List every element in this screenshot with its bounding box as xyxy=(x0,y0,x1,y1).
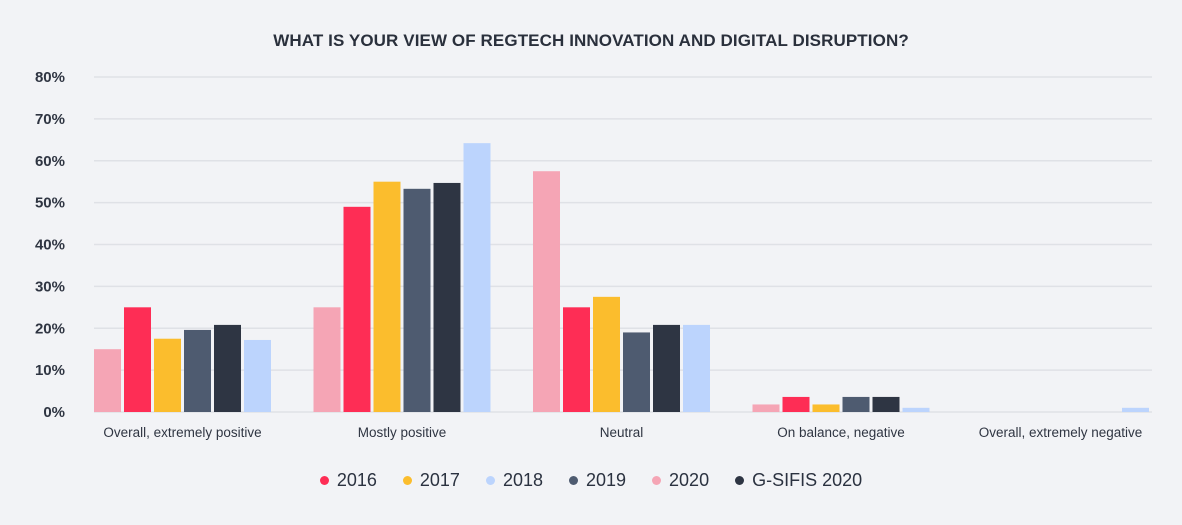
y-tick-label: 10% xyxy=(35,362,65,379)
legend-dot-icon xyxy=(319,476,329,485)
legend-item: 2018 xyxy=(485,470,543,491)
bar-2020-1 xyxy=(94,349,121,412)
y-tick-label: 70% xyxy=(35,111,65,128)
x-category-label: Overall, extremely positive xyxy=(103,425,261,440)
x-category-label: On balance, negative xyxy=(777,425,905,440)
legend-item: 2019 xyxy=(568,470,627,491)
y-tick-label: 0% xyxy=(43,404,65,421)
bar-g-sifis-2020-1 xyxy=(214,324,241,412)
legend-dot-icon xyxy=(485,476,495,485)
y-axis-ticks: 0% 10% 20% 30% 40% 50% 60% 70% 80% xyxy=(35,69,65,421)
x-category-label: Mostly positive xyxy=(358,425,447,440)
bar-2016-2 xyxy=(343,206,371,412)
legend-label: 2016 xyxy=(336,470,377,490)
y-tick-label: 40% xyxy=(35,237,65,254)
legend-item: 2017 xyxy=(402,470,460,491)
bar-2017-1 xyxy=(154,338,181,412)
legend-dot-icon xyxy=(652,476,662,485)
legend-label: 2020 xyxy=(669,470,710,490)
legend-dot-icon xyxy=(402,476,412,485)
legend-label: 2019 xyxy=(585,470,627,490)
bar-g-sifis-2020-2 xyxy=(433,182,461,412)
bar-g-sifis-2020-3 xyxy=(653,324,680,412)
bar-2016-1 xyxy=(124,307,151,412)
bar-2018-1 xyxy=(244,339,271,412)
y-tick-label: 60% xyxy=(35,153,65,170)
legend: 2016 2017 2018 2019 2020 G-SIFIS 2020 xyxy=(0,470,1182,491)
bar-2016-3 xyxy=(563,307,590,412)
bar-2019-4 xyxy=(842,396,870,412)
y-tick-label: 50% xyxy=(35,195,65,212)
legend-label: G-SIFIS 2020 xyxy=(752,470,863,490)
bar-2017-4 xyxy=(812,404,840,412)
y-tick-label: 80% xyxy=(35,69,65,86)
legend-dot-icon xyxy=(568,476,578,485)
bar-2019-3 xyxy=(623,332,650,412)
bar-2016-4 xyxy=(782,396,810,412)
x-category-label: Overall, extremely negative xyxy=(979,425,1143,440)
x-axis-categories: Overall, extremely positive Mostly positi… xyxy=(103,425,1142,440)
bar-2017-2 xyxy=(373,181,401,412)
bar-2020-3 xyxy=(533,171,560,412)
bar-2017-3 xyxy=(593,296,620,412)
legend-dot-icon xyxy=(735,476,745,485)
bar-2020-4 xyxy=(752,404,780,412)
bar-2018-2 xyxy=(463,143,491,412)
bar-2018-4 xyxy=(902,407,930,412)
legend-label: 2018 xyxy=(502,470,543,490)
y-tick-label: 30% xyxy=(35,278,65,295)
x-category-label: Neutral xyxy=(600,425,644,440)
chart-title: WHAT IS YOUR VIEW OF REGTECH INNOVATION … xyxy=(273,31,909,50)
legend-item: 2016 xyxy=(319,470,377,491)
legend-item: G-SIFIS 2020 xyxy=(735,470,862,491)
bar-2019-2 xyxy=(403,188,431,412)
bar-2020-2 xyxy=(313,307,341,412)
bar-2018-5 xyxy=(1122,407,1149,412)
bar-2018-3 xyxy=(683,324,710,412)
bar-2019-1 xyxy=(184,329,211,412)
y-tick-label: 20% xyxy=(35,320,65,337)
bars xyxy=(94,143,1149,412)
bar-g-sifis-2020-4 xyxy=(872,396,900,412)
legend-item: 2020 xyxy=(652,470,709,491)
legend-label: 2017 xyxy=(419,470,460,490)
